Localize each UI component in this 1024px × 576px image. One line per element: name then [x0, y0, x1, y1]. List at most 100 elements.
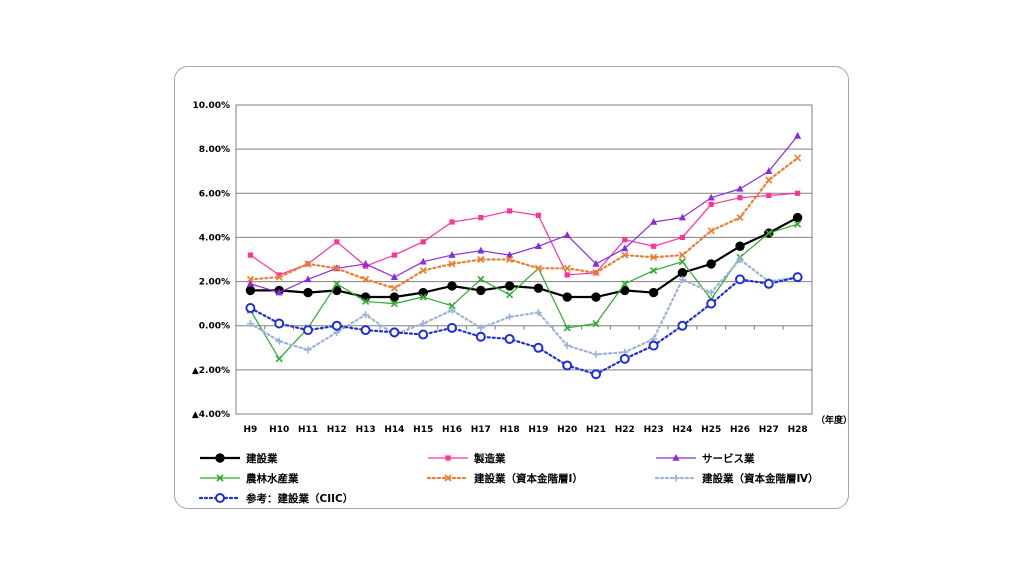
data-point	[247, 252, 253, 258]
data-point	[245, 303, 256, 314]
data-point	[275, 355, 283, 363]
data-point	[592, 259, 600, 267]
data-point	[592, 269, 600, 277]
data-point	[534, 242, 542, 250]
data-point	[535, 212, 541, 218]
series-6	[245, 272, 803, 380]
data-point	[736, 184, 744, 192]
data-point	[507, 208, 513, 214]
data-point	[506, 291, 514, 299]
data-point	[533, 283, 544, 293]
data-point	[444, 474, 452, 482]
data-point	[418, 287, 428, 298]
x-tick-label: H9	[244, 425, 258, 435]
data-point	[448, 260, 456, 268]
series-line	[250, 135, 799, 294]
data-point	[275, 273, 283, 281]
series-2	[246, 131, 802, 296]
data-point	[276, 272, 282, 278]
data-point	[389, 327, 400, 338]
data-point	[672, 454, 680, 461]
legend-item: 農林水産業	[200, 472, 299, 485]
data-point	[389, 292, 400, 302]
data-point	[621, 280, 629, 288]
data-point	[506, 255, 514, 264]
data-point	[418, 329, 429, 340]
data-point	[737, 195, 743, 201]
data-point	[390, 273, 398, 280]
data-point	[650, 253, 658, 261]
data-point	[477, 246, 485, 254]
legend-item: 製造業	[428, 452, 506, 465]
data-point	[707, 193, 715, 201]
x-tick-label: H18	[500, 425, 520, 435]
x-tick-label: H23	[644, 425, 664, 435]
data-point	[766, 192, 772, 199]
data-point	[795, 190, 801, 196]
y-tick-label: 2.00%	[199, 278, 230, 288]
legend-label: 建設業（資本金階層Ⅳ）	[701, 472, 819, 485]
data-point	[707, 227, 715, 235]
data-point	[563, 324, 571, 332]
data-point	[533, 342, 544, 353]
data-point	[735, 274, 745, 285]
data-point	[477, 255, 485, 264]
data-point	[391, 252, 397, 258]
data-point	[362, 311, 370, 319]
data-point	[215, 493, 225, 503]
data-point	[215, 453, 225, 463]
series-line	[249, 223, 798, 360]
data-point	[706, 298, 717, 309]
data-point	[420, 239, 426, 245]
data-point	[476, 285, 486, 296]
y-tick-label: ▲4.00%	[192, 410, 230, 420]
data-point	[794, 154, 802, 162]
data-point	[448, 251, 456, 258]
data-point	[449, 219, 455, 225]
y-tick-label: 4.00%	[199, 233, 230, 243]
data-point	[792, 272, 803, 283]
data-point	[448, 302, 456, 310]
data-point	[362, 297, 370, 306]
data-point	[390, 284, 398, 292]
data-point	[651, 243, 657, 249]
data-point	[447, 322, 457, 333]
data-point	[735, 241, 745, 251]
legend-label: サービス業	[702, 452, 755, 465]
x-tick-label: H25	[701, 425, 721, 435]
x-tick-label: H22	[615, 425, 635, 435]
data-point	[679, 234, 685, 241]
data-point	[331, 320, 342, 331]
data-point	[591, 369, 601, 380]
data-point	[678, 213, 686, 221]
data-point	[794, 131, 802, 139]
data-point	[794, 220, 802, 228]
x-tick-label: H11	[298, 425, 318, 435]
data-point	[419, 257, 427, 265]
data-point	[736, 213, 744, 222]
series-line	[249, 156, 799, 290]
x-axis-unit: （年度）	[816, 414, 852, 426]
data-point	[246, 320, 254, 328]
data-point	[678, 258, 686, 266]
data-point	[245, 285, 256, 296]
data-point	[216, 474, 224, 482]
data-point	[563, 342, 571, 350]
data-point	[534, 264, 542, 272]
y-tick-label: 10.00%	[193, 101, 231, 111]
data-point	[504, 281, 515, 291]
data-point	[477, 275, 485, 283]
data-point	[304, 346, 312, 354]
data-point	[648, 287, 659, 298]
data-point	[475, 331, 486, 342]
data-point	[275, 337, 283, 345]
data-point	[621, 244, 629, 252]
data-point	[562, 292, 572, 302]
legend-label: 農林水産業	[246, 472, 299, 485]
legend-item: 建設業（資本金階層Ⅳ）	[654, 472, 819, 485]
data-point	[677, 268, 688, 278]
x-tick-label: H21	[586, 425, 606, 435]
data-point	[708, 201, 714, 207]
x-tick-label: H14	[384, 425, 404, 435]
data-point	[304, 260, 312, 268]
